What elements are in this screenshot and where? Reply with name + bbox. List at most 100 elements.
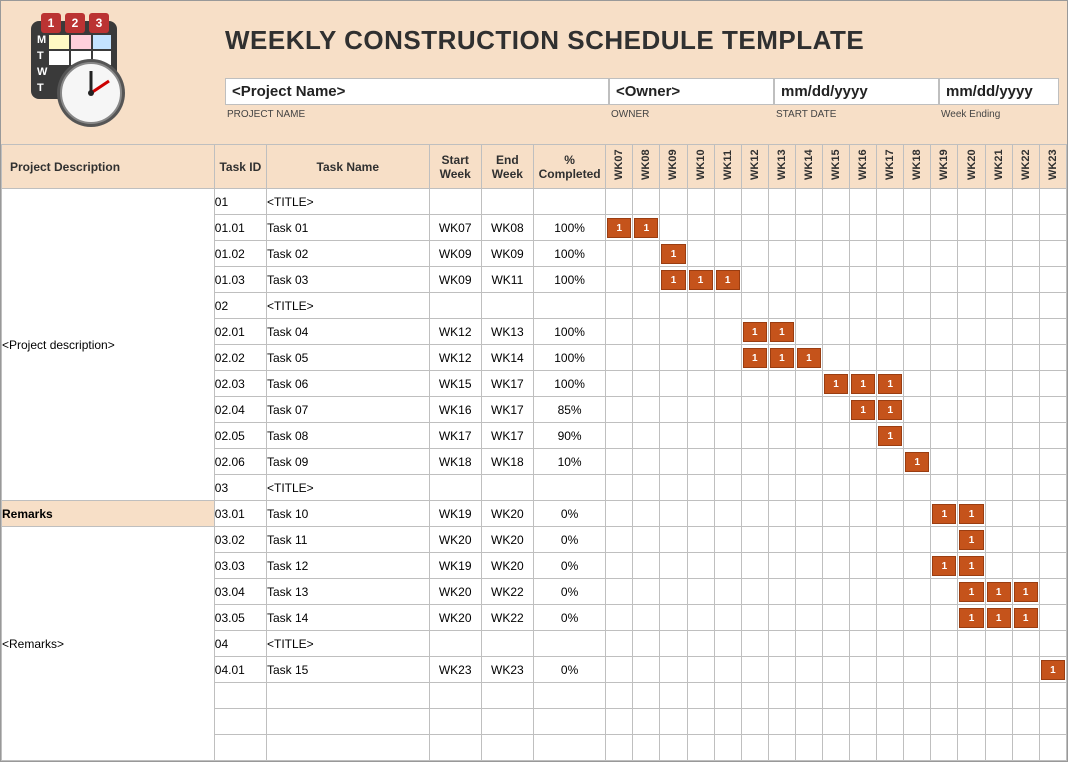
gantt-cell[interactable]	[660, 397, 687, 423]
gantt-cell[interactable]	[850, 449, 877, 475]
gantt-cell[interactable]	[795, 189, 822, 215]
project-name-field[interactable]: <Project Name>	[225, 78, 609, 105]
gantt-cell[interactable]	[660, 189, 687, 215]
gantt-cell[interactable]: 1	[958, 579, 985, 605]
gantt-cell[interactable]	[741, 735, 768, 761]
cell-start-week[interactable]: WK20	[429, 605, 481, 631]
cell-end-week[interactable]: WK17	[481, 371, 533, 397]
gantt-cell[interactable]	[633, 267, 660, 293]
gantt-cell[interactable]	[1012, 241, 1039, 267]
cell-task-id[interactable]: 04.01	[214, 657, 266, 683]
gantt-cell[interactable]	[768, 631, 795, 657]
gantt-cell[interactable]	[741, 215, 768, 241]
start-date-field[interactable]: mm/dd/yyyy	[774, 78, 939, 105]
gantt-cell[interactable]	[1039, 631, 1066, 657]
gantt-cell[interactable]	[985, 345, 1012, 371]
gantt-cell[interactable]	[1012, 501, 1039, 527]
gantt-cell[interactable]	[606, 189, 633, 215]
gantt-cell[interactable]	[741, 423, 768, 449]
cell-task-name[interactable]: <TITLE>	[266, 189, 429, 215]
cell-end-week[interactable]: WK20	[481, 553, 533, 579]
gantt-cell[interactable]	[768, 215, 795, 241]
gantt-cell[interactable]	[660, 553, 687, 579]
gantt-cell[interactable]	[931, 345, 958, 371]
gantt-cell[interactable]	[633, 293, 660, 319]
cell-pct[interactable]: 90%	[533, 423, 605, 449]
gantt-cell[interactable]	[768, 293, 795, 319]
gantt-cell[interactable]	[931, 371, 958, 397]
gantt-cell[interactable]	[1039, 475, 1066, 501]
gantt-cell[interactable]	[768, 527, 795, 553]
cell-pct[interactable]	[533, 293, 605, 319]
gantt-cell[interactable]: 1	[985, 605, 1012, 631]
gantt-cell[interactable]	[606, 527, 633, 553]
gantt-cell[interactable]	[633, 605, 660, 631]
gantt-cell[interactable]	[795, 449, 822, 475]
gantt-cell[interactable]	[795, 657, 822, 683]
gantt-cell[interactable]	[714, 319, 741, 345]
cell-task-id[interactable]: 01.03	[214, 267, 266, 293]
owner-field[interactable]: <Owner>	[609, 78, 774, 105]
cell-pct[interactable]: 100%	[533, 371, 605, 397]
cell-start-week[interactable]: WK12	[429, 345, 481, 371]
gantt-cell[interactable]	[958, 189, 985, 215]
gantt-cell[interactable]: 1	[958, 527, 985, 553]
cell-pct[interactable]	[533, 189, 605, 215]
gantt-cell[interactable]	[687, 241, 714, 267]
gantt-cell[interactable]	[741, 527, 768, 553]
gantt-cell[interactable]	[714, 657, 741, 683]
gantt-cell[interactable]	[850, 293, 877, 319]
cell-end-week[interactable]: WK22	[481, 605, 533, 631]
gantt-cell[interactable]	[904, 657, 931, 683]
gantt-cell[interactable]	[606, 735, 633, 761]
gantt-cell[interactable]	[606, 397, 633, 423]
gantt-cell[interactable]	[714, 735, 741, 761]
gantt-cell[interactable]	[904, 241, 931, 267]
gantt-cell[interactable]	[931, 189, 958, 215]
gantt-cell[interactable]	[660, 735, 687, 761]
gantt-cell[interactable]	[931, 397, 958, 423]
gantt-cell[interactable]	[768, 657, 795, 683]
gantt-cell[interactable]	[606, 293, 633, 319]
gantt-cell[interactable]	[822, 527, 849, 553]
gantt-cell[interactable]	[633, 735, 660, 761]
gantt-cell[interactable]	[850, 189, 877, 215]
cell-task-id[interactable]: 02.04	[214, 397, 266, 423]
gantt-cell[interactable]	[741, 293, 768, 319]
gantt-cell[interactable]	[687, 501, 714, 527]
cell-end-week[interactable]: WK09	[481, 241, 533, 267]
gantt-cell[interactable]	[687, 371, 714, 397]
gantt-cell[interactable]	[660, 345, 687, 371]
gantt-cell[interactable]	[1039, 449, 1066, 475]
cell-pct[interactable]: 0%	[533, 527, 605, 553]
gantt-cell[interactable]	[1039, 241, 1066, 267]
cell-end-week[interactable]: WK11	[481, 267, 533, 293]
gantt-cell[interactable]	[795, 475, 822, 501]
gantt-cell[interactable]	[850, 527, 877, 553]
gantt-cell[interactable]	[931, 579, 958, 605]
gantt-cell[interactable]	[904, 215, 931, 241]
gantt-cell[interactable]	[795, 215, 822, 241]
gantt-cell[interactable]	[741, 579, 768, 605]
gantt-cell[interactable]	[606, 579, 633, 605]
gantt-cell[interactable]	[904, 475, 931, 501]
gantt-cell[interactable]: 1	[850, 397, 877, 423]
gantt-cell[interactable]	[660, 371, 687, 397]
gantt-cell[interactable]	[877, 241, 904, 267]
gantt-cell[interactable]	[1012, 371, 1039, 397]
cell-start-week[interactable]	[429, 631, 481, 657]
cell-task-id[interactable]: 02.01	[214, 319, 266, 345]
cell-end-week[interactable]: WK18	[481, 449, 533, 475]
gantt-cell[interactable]	[931, 631, 958, 657]
gantt-cell[interactable]	[795, 553, 822, 579]
gantt-cell[interactable]	[741, 657, 768, 683]
gantt-cell[interactable]	[768, 553, 795, 579]
gantt-cell[interactable]	[768, 605, 795, 631]
gantt-cell[interactable]: 1	[660, 241, 687, 267]
gantt-cell[interactable]	[850, 423, 877, 449]
gantt-cell[interactable]	[904, 527, 931, 553]
gantt-cell[interactable]	[795, 735, 822, 761]
cell-start-week[interactable]: WK16	[429, 397, 481, 423]
cell-task-name[interactable]: Task 05	[266, 345, 429, 371]
gantt-cell[interactable]	[877, 267, 904, 293]
